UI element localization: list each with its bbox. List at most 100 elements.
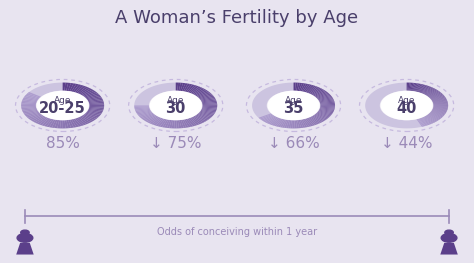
Polygon shape <box>201 97 215 101</box>
Polygon shape <box>72 119 79 127</box>
Polygon shape <box>425 89 436 95</box>
Polygon shape <box>432 110 446 114</box>
Polygon shape <box>197 114 210 120</box>
Text: Age: Age <box>398 96 415 105</box>
Polygon shape <box>423 117 433 124</box>
Polygon shape <box>90 106 104 108</box>
Polygon shape <box>440 243 458 255</box>
Polygon shape <box>416 84 422 92</box>
Polygon shape <box>302 84 308 92</box>
Polygon shape <box>288 120 292 128</box>
Polygon shape <box>419 85 427 93</box>
Polygon shape <box>306 85 314 93</box>
Polygon shape <box>424 117 434 123</box>
Polygon shape <box>21 102 36 104</box>
Polygon shape <box>428 114 441 119</box>
Polygon shape <box>310 88 321 94</box>
Polygon shape <box>421 87 431 93</box>
Polygon shape <box>411 83 415 91</box>
Polygon shape <box>306 118 315 126</box>
Polygon shape <box>428 92 441 97</box>
Polygon shape <box>319 97 333 101</box>
Polygon shape <box>200 112 213 116</box>
Polygon shape <box>269 117 279 124</box>
Polygon shape <box>183 84 190 92</box>
Polygon shape <box>39 118 49 125</box>
Polygon shape <box>25 112 39 117</box>
Polygon shape <box>55 120 59 128</box>
Polygon shape <box>72 84 79 92</box>
Polygon shape <box>426 115 437 122</box>
Polygon shape <box>293 120 295 128</box>
Polygon shape <box>86 94 100 99</box>
Polygon shape <box>162 119 168 128</box>
Polygon shape <box>33 116 45 123</box>
Polygon shape <box>429 93 442 98</box>
Polygon shape <box>189 86 199 93</box>
Polygon shape <box>134 83 217 128</box>
Polygon shape <box>296 83 300 91</box>
Polygon shape <box>190 118 200 125</box>
Polygon shape <box>35 117 46 124</box>
Polygon shape <box>260 114 273 120</box>
Polygon shape <box>422 117 432 124</box>
Polygon shape <box>21 107 36 109</box>
Polygon shape <box>318 96 332 100</box>
Polygon shape <box>85 113 99 118</box>
Polygon shape <box>73 84 82 92</box>
Polygon shape <box>185 119 193 127</box>
Polygon shape <box>84 113 98 119</box>
Polygon shape <box>320 100 335 103</box>
Polygon shape <box>264 116 275 122</box>
Polygon shape <box>434 105 448 106</box>
Polygon shape <box>303 84 310 92</box>
Polygon shape <box>431 96 445 100</box>
Polygon shape <box>415 84 421 92</box>
Polygon shape <box>88 97 102 101</box>
Text: 40: 40 <box>396 101 417 116</box>
Polygon shape <box>176 83 178 91</box>
Polygon shape <box>309 117 319 124</box>
Polygon shape <box>181 83 185 91</box>
Polygon shape <box>431 111 445 115</box>
Polygon shape <box>413 83 418 91</box>
Polygon shape <box>60 120 63 128</box>
Polygon shape <box>198 113 211 119</box>
Polygon shape <box>75 85 84 93</box>
Polygon shape <box>297 120 301 128</box>
Polygon shape <box>179 83 183 91</box>
Polygon shape <box>426 89 437 95</box>
Polygon shape <box>66 120 71 128</box>
Polygon shape <box>312 116 324 122</box>
Polygon shape <box>88 109 103 112</box>
Polygon shape <box>318 111 332 115</box>
Polygon shape <box>202 103 217 105</box>
Polygon shape <box>421 86 429 93</box>
Polygon shape <box>317 94 330 99</box>
Text: 35: 35 <box>283 101 304 116</box>
Polygon shape <box>63 83 65 91</box>
Polygon shape <box>202 108 217 110</box>
Polygon shape <box>427 90 438 96</box>
Polygon shape <box>78 117 89 124</box>
Polygon shape <box>70 83 76 92</box>
Polygon shape <box>85 93 99 98</box>
Polygon shape <box>319 110 333 114</box>
Polygon shape <box>52 120 57 128</box>
Text: A Woman’s Fertility by Age: A Woman’s Fertility by Age <box>116 9 358 27</box>
Polygon shape <box>418 119 426 126</box>
Polygon shape <box>46 119 54 127</box>
Polygon shape <box>151 118 161 125</box>
Polygon shape <box>433 107 448 109</box>
Polygon shape <box>432 97 446 101</box>
Polygon shape <box>320 102 335 104</box>
Polygon shape <box>430 112 444 117</box>
Polygon shape <box>186 84 194 92</box>
Polygon shape <box>73 119 82 127</box>
Circle shape <box>381 92 432 119</box>
Text: Odds of conceiving within 1 year: Odds of conceiving within 1 year <box>157 227 317 237</box>
Polygon shape <box>181 120 186 128</box>
Polygon shape <box>202 106 217 107</box>
Polygon shape <box>298 83 302 91</box>
Polygon shape <box>164 120 170 128</box>
